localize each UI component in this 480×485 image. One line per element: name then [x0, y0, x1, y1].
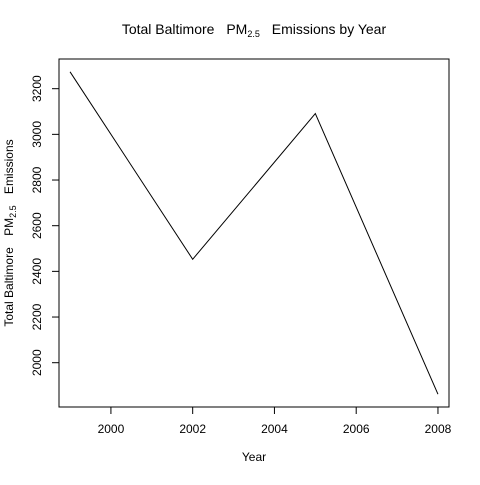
y-tick-label-2400: 2400: [30, 258, 44, 285]
y-axis-ticks: 2000 2200 2400 2600 2800 3000 3200: [30, 75, 59, 376]
y-axis-label-pm-subscript: 2.5: [8, 205, 18, 218]
y-tick-label-3200: 3200: [30, 75, 44, 102]
y-tick-label-2600: 2600: [30, 212, 44, 239]
chart-title-prefix: Total Baltimore: [122, 21, 215, 37]
chart-title: Total Baltimore PM2.5 Emissions by Year: [122, 21, 387, 40]
chart-title-suffix: Emissions by Year: [272, 21, 387, 37]
plot-frame: [58, 58, 450, 408]
y-tick-label-2800: 2800: [30, 166, 44, 193]
series-line: [69, 71, 439, 395]
y-axis-label-prefix: Total Baltimore: [2, 247, 16, 327]
x-tick-label-2000: 2000: [98, 422, 125, 436]
x-tick-label-2006: 2006: [343, 422, 370, 436]
chart-title-pm: PM: [226, 21, 247, 37]
x-tick-label-2004: 2004: [261, 422, 288, 436]
x-tick-label-2008: 2008: [425, 422, 452, 436]
y-tick-label-3000: 3000: [30, 121, 44, 148]
y-axis-label: Total Baltimore PM2.5 Emissions: [2, 139, 19, 326]
x-axis-ticks: 2000 2002 2004 2006 2008: [98, 407, 452, 436]
y-axis-label-pm: PM: [2, 218, 16, 236]
y-axis-label-suffix: Emissions: [2, 139, 16, 194]
chart-title-pm-subscript: 2.5: [247, 29, 260, 39]
x-tick-label-2002: 2002: [179, 422, 206, 436]
y-tick-label-2000: 2000: [30, 349, 44, 376]
y-tick-label-2200: 2200: [30, 303, 44, 330]
x-axis-label: Year: [242, 450, 266, 464]
